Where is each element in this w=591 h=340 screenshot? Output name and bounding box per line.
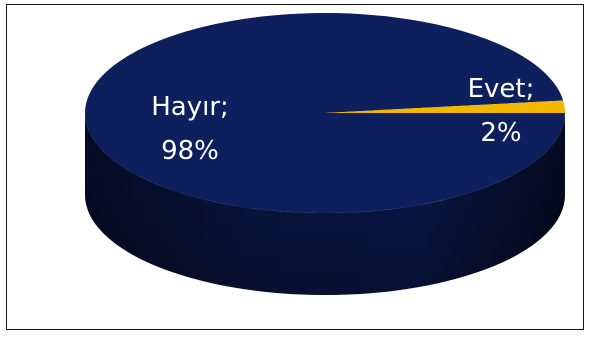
pie-side-wall bbox=[85, 113, 565, 295]
pie-side-shade bbox=[85, 113, 565, 295]
pie-slice-hayir bbox=[84, 12, 565, 213]
label-hayir-value: 98% bbox=[161, 136, 219, 166]
label-hayir-name: Hayır; bbox=[151, 92, 229, 122]
label-evet-value: 2% bbox=[480, 118, 521, 148]
pie-labels: Hayır; 98% Evet; 2% bbox=[151, 74, 534, 166]
pie-slice-evet bbox=[325, 100, 565, 113]
pie-top-face bbox=[84, 12, 565, 213]
label-evet-name: Evet; bbox=[468, 74, 535, 104]
